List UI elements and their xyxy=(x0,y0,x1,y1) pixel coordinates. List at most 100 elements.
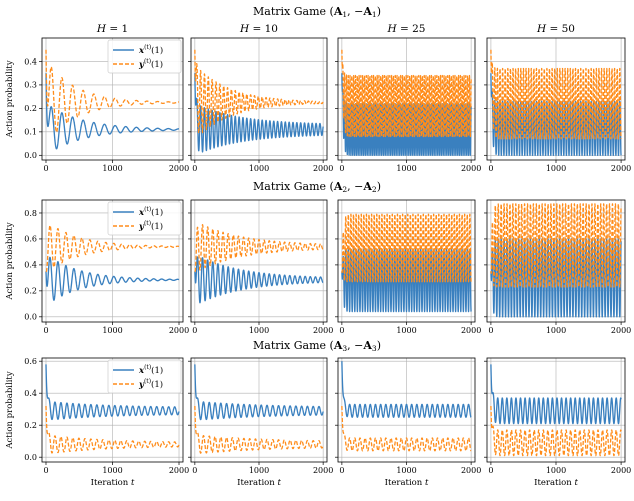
x-tick-label: 0 xyxy=(339,164,344,173)
series-x-r3-c4 xyxy=(490,364,622,425)
x-tick-label: 0 xyxy=(43,164,48,173)
panel-r1-c1: 0 1000 2000 0.0 0.1 0.2 0.3 0.4 x(t)(1) y(t)(1) xyxy=(24,37,189,173)
legend-label: y(t)(1) xyxy=(138,378,163,390)
x-tick-label: 2000 xyxy=(611,326,631,335)
series-x-r1-c1 xyxy=(45,73,180,150)
x-tick-label: 0 xyxy=(43,466,48,475)
series-x-r3-c2 xyxy=(194,364,324,421)
x-tick-label: 0 xyxy=(488,466,493,475)
series-y-r3-c1 xyxy=(45,405,180,454)
x-tick-label: 2000 xyxy=(313,326,333,335)
legend-label: y(t)(1) xyxy=(138,220,163,232)
x-tick-label: 2000 xyxy=(169,164,189,173)
x-axis-label: Iteration t xyxy=(534,478,578,488)
legend-label: x(t)(1) xyxy=(138,206,163,218)
x-tick-label: 2000 xyxy=(169,326,189,335)
y-axis-label: Action probability xyxy=(5,60,15,138)
series-x-r1-c2 xyxy=(194,73,324,153)
panel-r1-c4: 0 1000 2000 xyxy=(484,37,631,173)
series-y-r1-c4 xyxy=(490,49,622,140)
x-tick-label: 2000 xyxy=(313,164,333,173)
x-tick-label: 1000 xyxy=(396,164,416,173)
y-tick-label: 0.6 xyxy=(24,357,37,366)
y-tick-label: 0.0 xyxy=(24,151,37,160)
x-axis-label: Iteration t xyxy=(91,478,135,488)
y-tick-label: 0.2 xyxy=(24,287,37,296)
x-tick-label: 1000 xyxy=(249,326,269,335)
y-tick-label: 0.8 xyxy=(24,209,37,218)
x-tick-label: 0 xyxy=(192,164,197,173)
series-y-r3-c2 xyxy=(194,405,324,454)
y-tick-label: 0.2 xyxy=(24,421,37,430)
row-title-3: Matrix Game (A3, −A3) xyxy=(253,339,381,353)
panel-r3-c1: 0 1000 2000 0.0 0.2 0.4 0.6 Iteration t x(t)(1) y… xyxy=(24,357,189,488)
y-tick-label: 0.2 xyxy=(24,104,37,113)
x-tick-label: 1000 xyxy=(102,326,122,335)
x-tick-label: 1000 xyxy=(249,466,269,475)
x-axis-label: Iteration t xyxy=(237,478,281,488)
y-tick-label: 0.3 xyxy=(24,81,37,90)
series-y-r1-c2 xyxy=(194,49,324,134)
y-tick-label: 0.0 xyxy=(24,453,37,462)
x-tick-label: 0 xyxy=(488,326,493,335)
panel-r2-c3: 0 1000 2000 xyxy=(335,199,481,335)
y-tick-label: 0.6 xyxy=(24,235,37,244)
x-tick-label: 2000 xyxy=(169,466,189,475)
row-title-2: Matrix Game (A2, −A2) xyxy=(253,180,381,194)
legend-box xyxy=(107,39,182,74)
legend-box xyxy=(107,201,182,236)
x-tick-label: 0 xyxy=(192,466,197,475)
legend-label: y(t)(1) xyxy=(138,58,163,70)
y-tick-label: 0.1 xyxy=(24,128,37,137)
x-tick-label: 2000 xyxy=(611,164,631,173)
y-tick-label: 0.0 xyxy=(24,313,37,322)
series-x-r2-c1 xyxy=(45,256,180,301)
x-tick-label: 1000 xyxy=(546,164,566,173)
x-tick-label: 0 xyxy=(488,164,493,173)
series-y-r2-c4 xyxy=(490,203,622,288)
x-tick-label: 1000 xyxy=(396,466,416,475)
panel-r3-c2: 0 1000 2000 Iteration t xyxy=(188,357,333,488)
x-tick-label: 1000 xyxy=(102,466,122,475)
panel-r1-c3: 0 1000 2000 xyxy=(335,37,481,173)
row-title-1: Matrix Game (A1, −A1) xyxy=(253,5,381,19)
column-title-3: H = 25 xyxy=(386,23,425,35)
column-title-1: H = 1 xyxy=(96,23,128,35)
x-tick-label: 1000 xyxy=(102,164,122,173)
y-tick-label: 0.4 xyxy=(24,389,37,398)
column-title-4: H = 50 xyxy=(536,23,575,35)
x-tick-label: 1000 xyxy=(396,326,416,335)
legend-label: x(t)(1) xyxy=(138,364,163,376)
x-tick-label: 1000 xyxy=(546,326,566,335)
panel-r2-c2: 0 1000 2000 xyxy=(188,199,333,335)
series-y-r1-c1 xyxy=(45,49,180,133)
column-title-2: H = 10 xyxy=(239,23,278,35)
panel-r3-c3: 0 1000 2000 Iteration t xyxy=(335,357,481,488)
x-tick-label: 1000 xyxy=(249,164,269,173)
panel-r3-c4: 0 1000 2000 Iteration t xyxy=(484,357,631,488)
x-tick-label: 0 xyxy=(192,326,197,335)
panel-r1-c2: 0 1000 2000 xyxy=(188,37,333,173)
series-y-r2-c2 xyxy=(194,224,324,273)
x-tick-label: 2000 xyxy=(313,466,333,475)
series-y-r2-c3 xyxy=(341,213,472,283)
x-axis-label: Iteration t xyxy=(385,478,429,488)
x-tick-label: 2000 xyxy=(461,466,481,475)
x-tick-label: 2000 xyxy=(461,326,481,335)
series-x-r3-c1 xyxy=(45,364,180,421)
legend-box xyxy=(107,359,182,394)
y-tick-label: 0.4 xyxy=(24,57,37,66)
x-tick-label: 0 xyxy=(339,326,344,335)
y-tick-label: 0.4 xyxy=(24,261,37,270)
y-axis-label: Action probability xyxy=(5,222,15,300)
series-y-r1-c3 xyxy=(341,49,472,138)
panel-r2-c1: 0 1000 2000 0.0 0.2 0.4 0.6 0.8 x(t)(1) y(t)(1) xyxy=(24,199,189,335)
y-axis-label: Action probability xyxy=(5,371,15,449)
series-y-r2-c1 xyxy=(45,224,180,273)
x-tick-label: 2000 xyxy=(461,164,481,173)
x-tick-label: 0 xyxy=(339,466,344,475)
x-tick-label: 1000 xyxy=(546,466,566,475)
legend: x(t)(1) y(t)(1) xyxy=(107,201,182,236)
legend: x(t)(1) y(t)(1) xyxy=(107,359,182,394)
